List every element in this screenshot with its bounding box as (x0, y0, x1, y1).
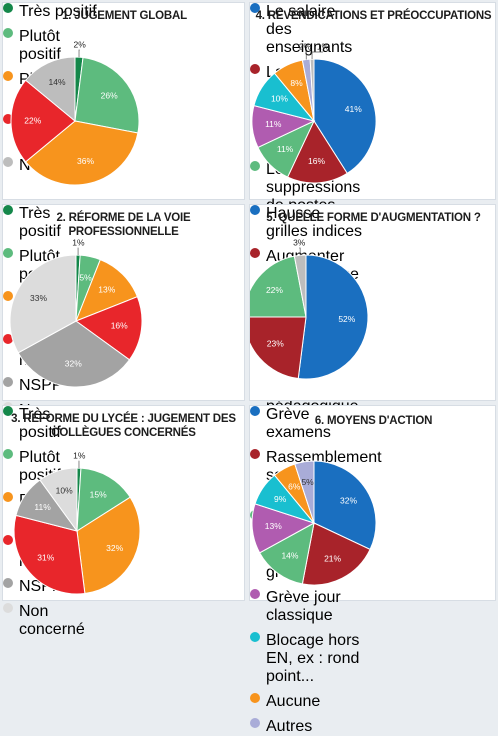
value-label: 10% (271, 93, 288, 103)
value-label: 8% (290, 78, 303, 88)
value-label: 10% (56, 486, 73, 496)
value-label: 16% (308, 156, 325, 166)
value-label: 22% (24, 115, 41, 125)
pie-slice (298, 255, 368, 379)
value-label: 13% (98, 284, 115, 294)
legend-item: Autres (250, 718, 362, 736)
value-label: 1% (317, 41, 330, 51)
leader-line (312, 52, 323, 59)
chart-panel: 5. QUELLE FORME D'AUGMENTATION ?52%23%22… (249, 204, 496, 401)
legend-item: Aucune (250, 693, 362, 711)
value-label: 6% (288, 481, 301, 491)
leader-line (299, 248, 300, 255)
value-label: 21% (324, 554, 341, 564)
value-label: 15% (90, 489, 107, 499)
legend-label: Blocage hors EN, ex : rond point... (266, 632, 362, 686)
legend-swatch (3, 603, 13, 613)
value-label: 5% (79, 273, 92, 283)
chart-panel: 3. RÉFORME DU LYCÉE : JUGEMENT DES COLLÈ… (2, 405, 245, 601)
legend-label: Aucune (266, 693, 320, 711)
value-label: 26% (101, 90, 118, 100)
legend-item: Blocage hors EN, ex : rond point... (250, 632, 362, 686)
legend-label: Non concerné (19, 603, 87, 639)
value-label: 22% (266, 285, 283, 295)
leader-line (79, 50, 80, 57)
value-label: 2% (299, 41, 312, 51)
value-label: 33% (30, 293, 47, 303)
legend-label: Autres (266, 718, 312, 736)
legend-item: Non concerné (3, 603, 87, 639)
value-label: 5% (301, 477, 314, 487)
legend-swatch (250, 693, 260, 703)
value-label: 31% (37, 553, 54, 563)
legend-swatch (250, 718, 260, 728)
pie-chart: 1% 15% 32% 31% 11% 10% (3, 406, 246, 602)
value-label: 32% (340, 495, 357, 505)
leader-line (305, 52, 306, 59)
value-label: 32% (106, 543, 123, 553)
pie-chart: 52% 23% 22% 3% (250, 205, 497, 402)
pie-chart: 1% 5% 13% 16% 32% 33% (3, 205, 246, 402)
value-label: 23% (267, 338, 284, 348)
pie-chart: 32% 21% 14% 13% 9%6%5% (250, 406, 497, 602)
pie-chart: 2% 26% 36% 22% 14% (3, 3, 246, 201)
value-label: 13% (265, 521, 282, 531)
pie-chart: 41% 16% 11% 11% 10%8% 2% 1% (250, 3, 497, 201)
value-label: 11% (34, 502, 51, 512)
value-label: 9% (274, 494, 287, 504)
value-label: 1% (73, 450, 86, 460)
value-label: 14% (281, 550, 298, 560)
value-label: 52% (338, 314, 355, 324)
value-label: 36% (77, 156, 94, 166)
value-label: 1% (72, 237, 85, 247)
value-label: 32% (65, 359, 82, 369)
value-label: 14% (49, 77, 66, 87)
value-label: 41% (345, 104, 362, 114)
legend-swatch (250, 632, 260, 642)
value-label: 11% (277, 144, 294, 154)
value-label: 2% (73, 39, 86, 49)
value-label: 3% (293, 237, 306, 247)
value-label: 16% (111, 321, 128, 331)
value-label: 11% (265, 119, 282, 129)
